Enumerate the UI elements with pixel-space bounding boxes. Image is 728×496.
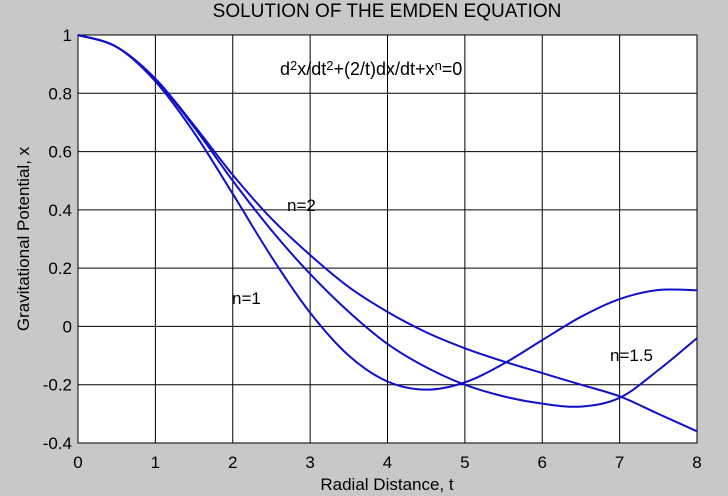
x-tick-label: 5 <box>460 453 469 472</box>
y-tick-label: -0.4 <box>43 434 72 453</box>
x-tick-label: 6 <box>538 453 547 472</box>
equation-superscript: n <box>435 58 442 73</box>
y-tick-label: -0.2 <box>43 376 72 395</box>
y-tick-label: 0 <box>63 317 72 336</box>
series-label: n=1 <box>232 289 261 308</box>
equation-superscript: 2 <box>326 58 333 73</box>
x-tick-label: 1 <box>151 453 160 472</box>
chart-title: SOLUTION OF THE EMDEN EQUATION <box>213 1 562 22</box>
series-label: n=2 <box>287 196 316 215</box>
equation-part: d <box>280 59 290 79</box>
equation-part: x/dt <box>297 59 326 79</box>
x-tick-label: 0 <box>73 453 82 472</box>
series-line <box>77 34 698 391</box>
y-tick-label: 0.4 <box>48 201 72 220</box>
x-tick-label: 3 <box>305 453 314 472</box>
y-tick-label: 1 <box>63 26 72 45</box>
series-line <box>77 34 698 433</box>
equation: d2x/dt2+(2/t)dx/dt+xn=0 <box>280 58 462 79</box>
y-tick-label: 0.6 <box>48 143 72 162</box>
x-axis-label: Radial Distance, t <box>320 475 454 494</box>
equation-superscript: 2 <box>290 58 297 73</box>
equation-part: =0 <box>442 59 463 79</box>
x-tick-label: 8 <box>692 453 701 472</box>
x-tick-label: 4 <box>383 453 392 472</box>
y-tick-label: 0.8 <box>48 84 72 103</box>
series-label: n=1.5 <box>610 346 653 365</box>
equation-part: +(2/t)dx/dt+x <box>334 59 435 79</box>
x-tick-label: 2 <box>228 453 237 472</box>
x-tick-label: 7 <box>615 453 624 472</box>
y-tick-label: 0.2 <box>48 259 72 278</box>
y-axis-label: Gravitational Potential, x <box>14 146 33 331</box>
